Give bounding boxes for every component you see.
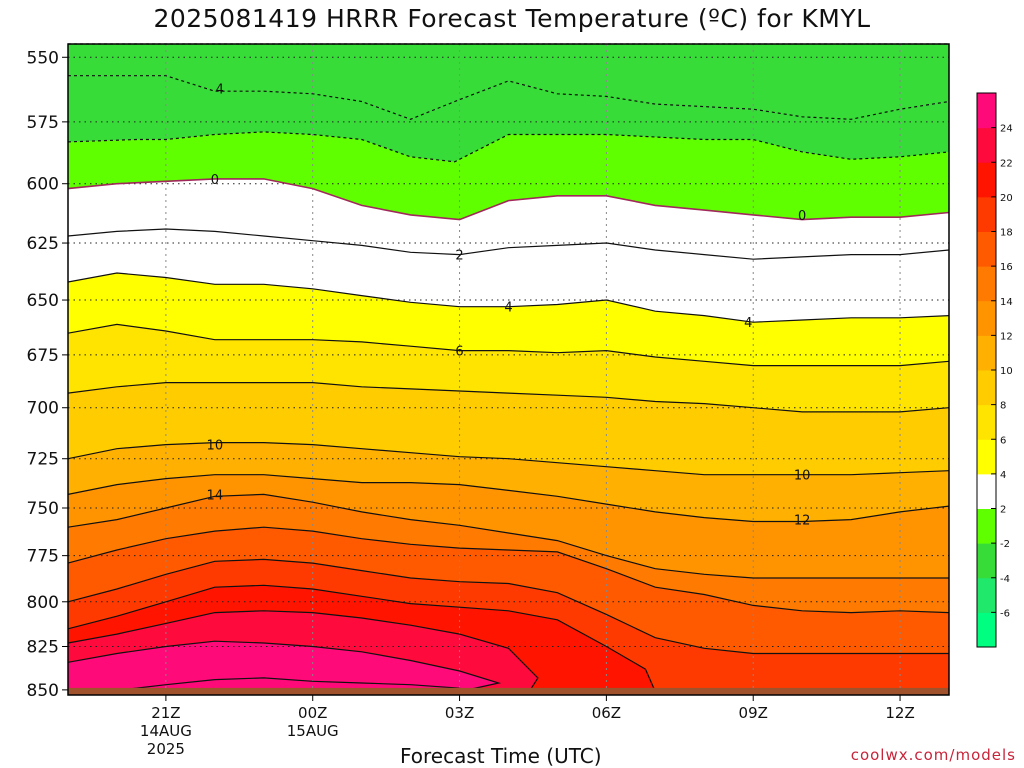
contour-label-4: 4 — [216, 83, 224, 98]
x-tick-label-03Z: 03Z — [445, 704, 474, 722]
colorbar-segment--6 — [977, 577, 996, 613]
colorbar-segment-10 — [977, 335, 996, 371]
colorbar-label-14: 14 — [1000, 297, 1013, 308]
colorbar-label-24: 24 — [1000, 124, 1013, 135]
colorbar-label-6: 6 — [1000, 435, 1006, 446]
y-tick-label-550: 550 — [27, 48, 59, 68]
colorbar-label--2: -2 — [1000, 539, 1010, 550]
colorbar-label--6: -6 — [1000, 608, 1010, 619]
source-credit[interactable]: coolwx.com/models — [850, 746, 1016, 764]
contour-label-12: 12 — [794, 514, 811, 529]
contour-line-14 — [67, 493, 949, 579]
y-tick-label-600: 600 — [27, 175, 59, 195]
y-tick-label-825: 825 — [27, 637, 59, 657]
colorbar-label-4: 4 — [1000, 470, 1006, 481]
colorbar-label-16: 16 — [1000, 262, 1013, 273]
temperature-fill-layer — [68, 44, 949, 695]
contour-label-2: 2 — [455, 249, 463, 264]
contour-line-8 — [67, 382, 950, 413]
contour-label-10: 10 — [207, 439, 224, 454]
colorbar-segment-18 — [977, 196, 996, 232]
x-tick-label-12Z: 12Z — [885, 704, 914, 722]
contour-line-16 — [67, 526, 950, 614]
contour-line-18 — [67, 558, 949, 655]
contour-label-4: 4 — [504, 301, 512, 316]
contour-label-10: 10 — [794, 469, 811, 484]
x-tick-sublabel-15AUG: 15AUG — [287, 722, 339, 740]
contour-line-4 — [67, 272, 950, 323]
contour-line-6 — [67, 323, 950, 367]
colorbar-segment-24 — [977, 93, 996, 129]
colorbar-segment-8 — [977, 370, 996, 406]
contour-label-0: 0 — [211, 173, 219, 188]
colorbar-segment-4 — [977, 439, 996, 475]
colorbar-segment--2 — [977, 508, 996, 544]
colorbar-label-18: 18 — [1000, 228, 1013, 239]
x-tick-label-00Z: 00Z — [298, 704, 327, 722]
colorbar-label-2: 2 — [1000, 505, 1006, 516]
colorbar-label-22: 22 — [1000, 158, 1013, 169]
colorbar-segment-6 — [977, 404, 996, 440]
colorbar-label-12: 12 — [1000, 331, 1013, 342]
colorbar-label-8: 8 — [1000, 401, 1006, 412]
contour-line-12 — [67, 474, 950, 523]
y-tick-label-725: 725 — [27, 450, 59, 470]
y-tick-label-775: 775 — [27, 547, 59, 567]
y-tick-label-750: 750 — [27, 499, 59, 519]
plot-frame — [67, 43, 950, 696]
y-axis-pressure: 550 575 600 625 650 675 700 725 750 775 800 825 850 — [27, 48, 68, 701]
x-tick-sublabel-14AUG: 14AUG — [140, 722, 192, 740]
x-axis-label: Forecast Time (UTC) — [400, 744, 602, 768]
colorbar-segment--8 — [977, 612, 996, 648]
contour-line-0 — [67, 178, 950, 221]
ground-strip — [68, 687, 949, 695]
y-tick-label-800: 800 — [27, 593, 59, 613]
contour-lines — [67, 43, 950, 694]
plot-border — [67, 43, 950, 696]
colorbar-segment-2 — [977, 473, 996, 509]
colorbar-segment-20 — [977, 162, 996, 198]
band-fill-24 — [68, 641, 499, 694]
x-tick-label-06Z: 06Z — [592, 704, 621, 722]
colorbar-segment-12 — [977, 300, 996, 336]
contour-label-6: 6 — [455, 345, 463, 360]
contour-label-14: 14 — [207, 488, 224, 503]
colorbar-segment-14 — [977, 266, 996, 302]
chart-title: 2025081419 HRRR Forecast Temperature (ºC… — [153, 4, 871, 33]
contour-line--4 — [68, 75, 950, 120]
y-tick-label-625: 625 — [27, 234, 59, 254]
colorbar-label-10: 10 — [1000, 366, 1013, 377]
x-tick-label-09Z: 09Z — [739, 704, 768, 722]
x-tick-label-21Z: 21Z — [151, 704, 180, 722]
y-tick-label-850: 850 — [27, 681, 59, 701]
colorbar-segment-16 — [977, 231, 996, 267]
y-tick-label-675: 675 — [27, 346, 59, 366]
colorbar-segment-22 — [977, 127, 996, 163]
y-tick-label-575: 575 — [27, 113, 59, 133]
ground-surface — [68, 687, 949, 695]
contour-label-0: 0 — [798, 209, 806, 224]
colorbar-label-20: 20 — [1000, 193, 1013, 204]
contour-line--6 — [67, 131, 950, 163]
x-tick-sublabel-2025: 2025 — [147, 740, 185, 758]
y-tick-label-700: 700 — [27, 399, 59, 419]
contour-label-4: 4 — [744, 316, 752, 331]
contour-line-10 — [67, 442, 950, 476]
colorbar-label--4: -4 — [1000, 574, 1010, 585]
colorbar-segment--4 — [977, 543, 996, 579]
contour-labels: 4 0 0 2 4 4 6 10 10 14 12 — [207, 83, 811, 529]
y-tick-label-650: 650 — [27, 291, 59, 311]
contour-line-2 — [67, 228, 950, 260]
